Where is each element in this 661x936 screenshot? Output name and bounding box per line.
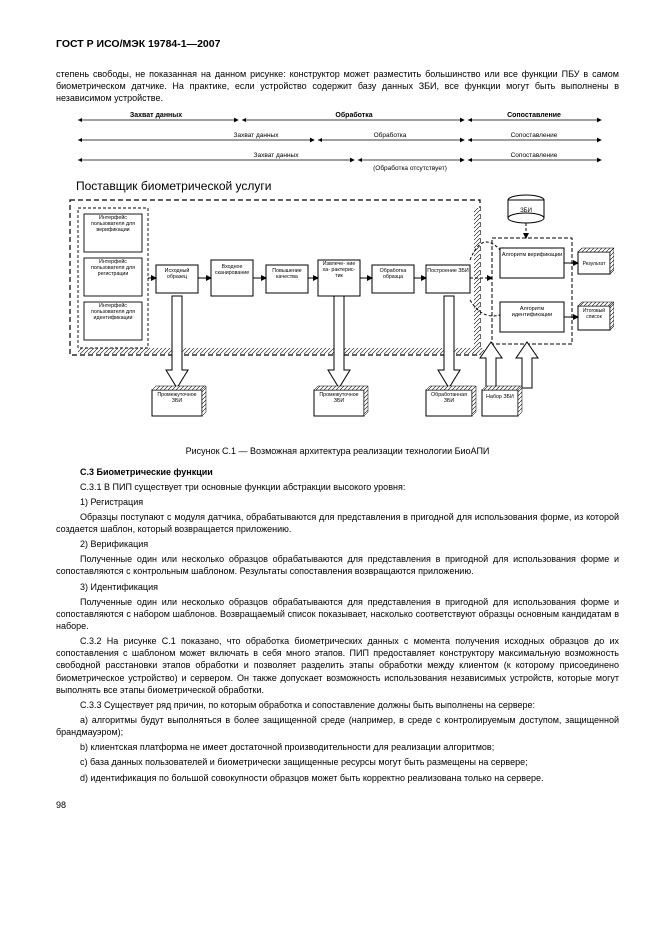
db-zbi: ЗБИ <box>508 195 544 223</box>
span-match-1: Сопоставление <box>507 112 561 119</box>
item-b: b) клиентская платформа не имеет достато… <box>56 741 619 753</box>
span-process-1: Обработка <box>335 111 372 119</box>
span-process-3: (Обработка отсутствует) <box>373 164 447 172</box>
span-match-3: Сопоставление <box>511 152 558 159</box>
item-a: a) алгоритмы будут выполняться в более з… <box>56 714 619 738</box>
li-3: 3) Идентификация <box>56 581 619 593</box>
document-header: ГОСТ Р ИСО/МЭК 19784-1—2007 <box>56 38 619 50</box>
figure-c1: Захват данных Обработка Сопоставление За… <box>56 110 619 456</box>
span-capture-1: Захват данных <box>130 112 182 119</box>
page-number: 98 <box>56 800 619 810</box>
item-c: c) база данных пользователей и биометрич… <box>56 756 619 768</box>
p-c31: С.3.1 В ПИП существует три основные функ… <box>56 481 619 493</box>
intro-paragraph: степень свободы, не показанная на данном… <box>56 68 619 104</box>
span-capture-2: Захват данных <box>234 132 280 139</box>
section-c3-title: С.3 Биометрические функции <box>56 466 619 478</box>
span-match-2: Сопоставление <box>511 132 558 139</box>
svg-text:Результат: Результат <box>583 261 606 267</box>
li-2: 2) Верификация <box>56 538 619 550</box>
left-ui-verification: Интерфейс пользователя для верификации <box>84 214 142 252</box>
p-c32: С.3.2 На рисунке С.1 показано, что обраб… <box>56 635 619 696</box>
span-process-2: Обработка <box>374 131 407 139</box>
li-2-body: Полученные один или несколько образцов о… <box>56 553 619 577</box>
li-1: 1) Регистрация <box>56 496 619 508</box>
svg-text:ЗБИ: ЗБИ <box>520 208 532 214</box>
li-1-body: Образцы поступают с модуля датчика, обра… <box>56 511 619 535</box>
left-ui-registration: Интерфейс пользователя для регистрации <box>84 258 142 296</box>
li-3-body: Полученные один или несколько образцов о… <box>56 596 619 632</box>
architecture-diagram: Захват данных Обработка Сопоставление За… <box>56 110 614 440</box>
box-source: Исходный образец <box>156 265 198 293</box>
p-c33: С.3.3 Существует ряд причин, по которым … <box>56 699 619 711</box>
figure-caption: Рисунок C.1 — Возможная архитектура реал… <box>56 446 619 456</box>
provider-label: Поставщик биометрической услуги <box>76 179 272 193</box>
left-ui-identification: Интерфейс пользователя для идентификации <box>84 302 142 340</box>
span-capture-3: Захват данных <box>254 152 300 159</box>
item-d: d) идентификация по большой совокупности… <box>56 772 619 784</box>
